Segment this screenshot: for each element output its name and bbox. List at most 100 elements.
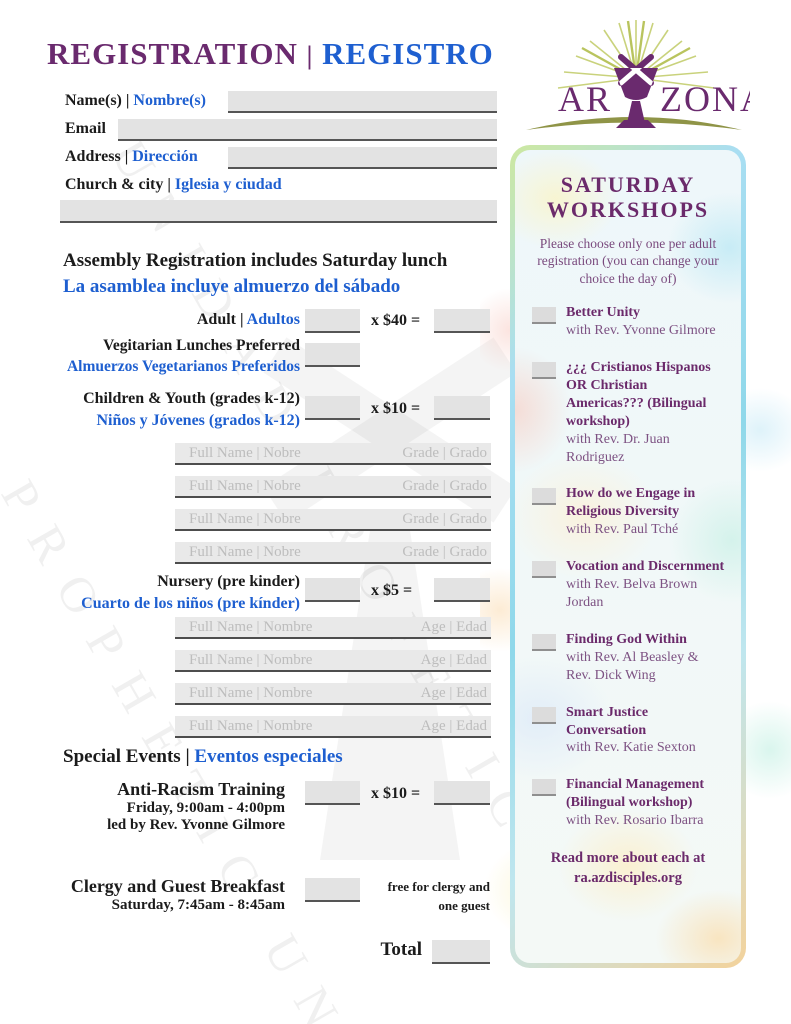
breakfast-label: Clergy and Guest Breakfast Saturday, 7:4… — [40, 876, 285, 914]
adult-label: Adult | Adultos — [65, 311, 300, 329]
assembly-heading-en: Assembly Registration includes Saturday … — [63, 250, 448, 271]
breakfast-note-line1: free for clergy and — [387, 879, 490, 894]
nursery-age-placeholder: Age | Edad — [420, 619, 487, 635]
workshops-title-line2: WORKSHOPS — [546, 197, 710, 223]
workshops-title: SATURDAY WORKSHOPS — [530, 172, 726, 223]
special-events-heading: Special Events | Eventos especiales — [63, 746, 343, 768]
breakfast-note: free for clergy and one guest — [378, 878, 490, 916]
vegetarian-label-es: Almuerzos Vegetarianos Preferidos — [66, 357, 300, 375]
vegetarian-count-input[interactable] — [305, 343, 360, 367]
workshops-footer: Read more about each at ra.azdisciples.o… — [530, 849, 726, 888]
child-grade-placeholder: Grade | Grado — [402, 511, 487, 527]
child-name-row-2[interactable]: Full Name | Nobre Grade | Grado — [175, 476, 491, 498]
workshop-checkbox[interactable] — [532, 561, 556, 579]
workshop-title: How do we Engage in Religious Diversity — [566, 486, 696, 520]
page-title: REGISTRATION | REGISTRO — [47, 36, 494, 72]
name-label-en: Name(s) — [65, 92, 122, 109]
vegetarian-label-en: Vegitarian Lunches Preferred — [103, 337, 300, 354]
svg-text:AR: AR — [558, 79, 612, 119]
arizona-logo: AR ZONA — [526, 20, 750, 130]
anti-racism-amount-input[interactable] — [434, 781, 490, 805]
workshop-item-better-unity: Better Unity with Rev. Yvonne Gilmore — [530, 304, 726, 340]
workshop-title: Financial Management (Bilingual workshop… — [566, 777, 705, 811]
nursery-multiplier: x $5 = — [371, 582, 413, 599]
nursery-label-es: Cuarto de los niños (pre kínder) — [81, 594, 300, 612]
child-name-placeholder: Full Name | Nobre — [189, 478, 301, 494]
workshops-title-line1: SATURDAY — [560, 172, 696, 197]
nursery-count-input[interactable] — [305, 578, 360, 602]
children-label: Children & Youth (grades k-12) Niños y J… — [40, 388, 300, 431]
name-input[interactable] — [228, 91, 497, 113]
workshop-presenter: with Rev. Katie Sexton — [566, 740, 696, 756]
children-count-input[interactable] — [305, 396, 360, 420]
child-name-row-3[interactable]: Full Name | Nobre Grade | Grado — [175, 509, 491, 531]
workshop-presenter: with Rev. Dr. Juan Rodriguez — [566, 431, 670, 465]
church-city-label-es: Iglesia y ciudad — [174, 176, 282, 193]
anti-racism-label: Anti-Racism Training Friday, 9:00am - 4:… — [40, 779, 285, 834]
adult-count-input[interactable] — [305, 309, 360, 333]
church-city-label-en: Church & city — [65, 176, 164, 193]
workshop-presenter: with Rev. Belva Brown Jordan — [566, 577, 698, 611]
workshop-item-smart-justice: Smart Justice Conversation with Rev. Kat… — [530, 704, 726, 758]
anti-racism-leader: led by Rev. Yvonne Gilmore — [107, 817, 285, 833]
name-label: Name(s) | Nombre(s) — [65, 92, 206, 110]
special-events-heading-en: Special Events — [63, 746, 181, 767]
workshop-item-vocation-discernment: Vocation and Discernment with Rev. Belva… — [530, 558, 726, 612]
child-grade-placeholder: Grade | Grado — [402, 478, 487, 494]
child-name-row-1[interactable]: Full Name | Nobre Grade | Grado — [175, 443, 491, 465]
children-label-es: Niños y Jóvenes (grados k-12) — [96, 411, 300, 429]
workshop-checkbox[interactable] — [532, 706, 556, 724]
logo-arc — [526, 117, 742, 130]
nursery-name-placeholder: Full Name | Nombre — [189, 619, 313, 635]
adult-label-sep: | — [239, 311, 244, 328]
workshops-footer-line1: Read more about each at — [550, 850, 706, 867]
workshop-checkbox[interactable] — [532, 488, 556, 506]
workshop-presenter: with Rev. Rosario Ibarra — [566, 813, 704, 829]
email-input[interactable] — [118, 119, 497, 141]
anti-racism-title: Anti-Racism Training — [117, 779, 285, 799]
nursery-age-placeholder: Age | Edad — [420, 718, 487, 734]
nursery-age-placeholder: Age | Edad — [420, 685, 487, 701]
total-input[interactable] — [432, 940, 490, 964]
workshop-item-finding-god-within: Finding God Within with Rev. Al Beasley … — [530, 631, 726, 685]
child-name-row-4[interactable]: Full Name | Nobre Grade | Grado — [175, 542, 491, 564]
total-label: Total — [380, 939, 422, 960]
workshop-item-religious-diversity: How do we Engage in Religious Diversity … — [530, 485, 726, 539]
address-input[interactable] — [228, 147, 497, 169]
workshop-checkbox[interactable] — [532, 307, 556, 325]
nursery-name-row-3[interactable]: Full Name | Nombre Age | Edad — [175, 683, 491, 705]
email-label: Email — [65, 120, 106, 138]
assembly-heading-es: La asamblea incluye almuerzo del sábado — [63, 276, 401, 297]
workshop-title: ¿¿¿ Cristianos Hispanos OR Christian Ame… — [566, 360, 711, 429]
saturday-workshops-card: SATURDAY WORKSHOPS Please choose only on… — [510, 145, 746, 968]
adult-label-en: Adult — [196, 311, 236, 328]
adult-amount-input[interactable] — [434, 309, 490, 333]
nursery-amount-input[interactable] — [434, 578, 490, 602]
workshop-checkbox[interactable] — [532, 779, 556, 797]
address-label: Address | Dirección — [65, 148, 198, 166]
svg-text:ZONA: ZONA — [660, 79, 750, 119]
adult-label-es: Adultos — [246, 311, 300, 328]
page-title-separator: | — [306, 41, 314, 70]
workshop-title: Vocation and Discernment — [566, 559, 725, 575]
children-label-en: Children & Youth (grades k-12) — [83, 390, 300, 407]
children-amount-input[interactable] — [434, 396, 490, 420]
workshop-presenter: with Rev. Paul Tché — [566, 522, 679, 538]
workshop-checkbox[interactable] — [532, 362, 556, 380]
page-title-es: REGISTRO — [322, 36, 494, 71]
breakfast-count-input[interactable] — [305, 878, 360, 902]
workshop-presenter: with Rev. Al Beasley & Rev. Dick Wing — [566, 649, 699, 683]
child-grade-placeholder: Grade | Grado — [402, 544, 487, 560]
workshop-checkbox[interactable] — [532, 633, 556, 651]
church-city-input[interactable] — [60, 200, 497, 223]
nursery-name-row-4[interactable]: Full Name | Nombre Age | Edad — [175, 716, 491, 738]
workshops-list: Better Unity with Rev. Yvonne Gilmore ¿¿… — [530, 304, 726, 830]
nursery-name-row-1[interactable]: Full Name | Nombre Age | Edad — [175, 617, 491, 639]
anti-racism-multiplier: x $10 = — [371, 785, 421, 802]
special-events-heading-sep: | — [185, 746, 190, 767]
nursery-name-row-2[interactable]: Full Name | Nombre Age | Edad — [175, 650, 491, 672]
anti-racism-count-input[interactable] — [305, 781, 360, 805]
child-name-placeholder: Full Name | Nobre — [189, 544, 301, 560]
nursery-age-placeholder: Age | Edad — [420, 652, 487, 668]
